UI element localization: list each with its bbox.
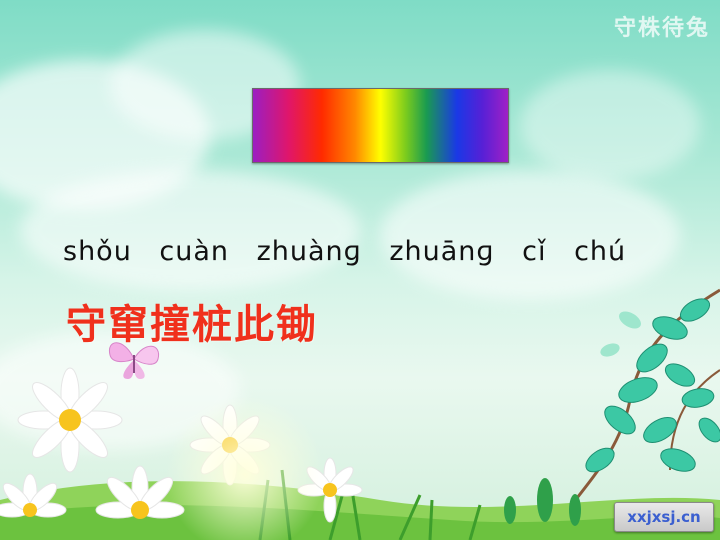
cloud (520, 70, 700, 180)
pinyin-line: shǒu cuàn zhuànɡ zhuānɡ cǐ chú (63, 236, 627, 267)
butterfly-icon (108, 342, 160, 379)
watermark-title: 守株待兔 (613, 16, 710, 41)
cloud (380, 170, 680, 300)
vine-decoration (558, 288, 720, 521)
color-spectrum-bar (252, 88, 509, 163)
site-logo: xxjxsj.cn (614, 502, 714, 532)
hanzi-line: 守窜撞桩此锄 (66, 302, 318, 348)
meadow-decoration (0, 367, 720, 540)
cloud (20, 170, 360, 290)
sun-glow (165, 395, 325, 540)
